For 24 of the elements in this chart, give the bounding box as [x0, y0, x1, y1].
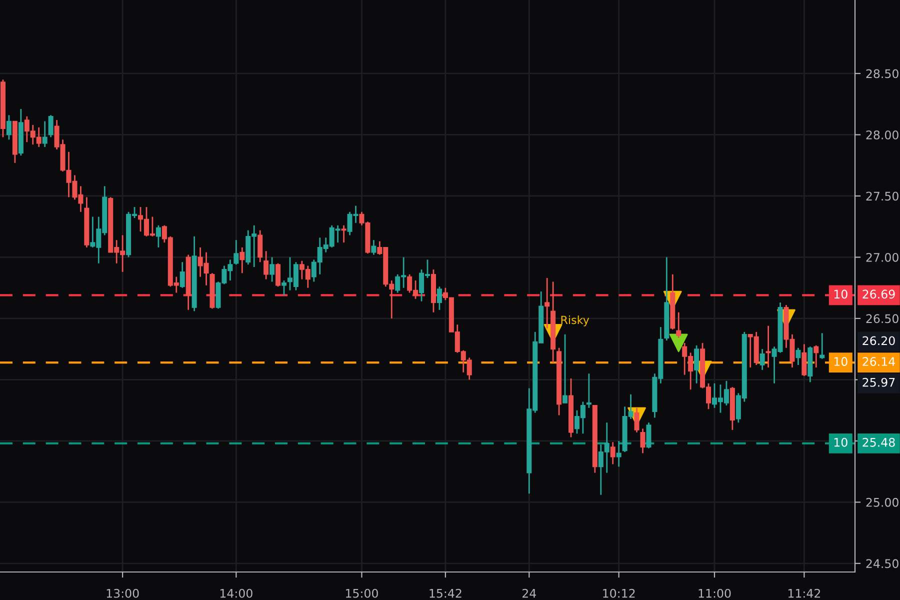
text: 26.20	[862, 336, 895, 346]
x-tick-label: 13:00	[106, 588, 139, 598]
ref-line-label: 26.14	[862, 357, 895, 366]
y-tick-label: 28.50	[866, 69, 898, 78]
annotation: 10	[834, 290, 848, 299]
ref-line-label: 26.69	[862, 290, 895, 299]
x-tick-label: 24	[522, 588, 536, 598]
text: 25.97	[862, 378, 895, 387]
annotation: 10	[834, 357, 848, 366]
ref-line-label: 25.48	[862, 438, 895, 447]
y-tick-label: 25.00	[866, 498, 898, 507]
x-tick-label: 15:42	[430, 588, 462, 598]
data-label: Risky	[561, 316, 590, 326]
y-tick-label: 26.50	[866, 314, 898, 324]
x-tick-label: 11:42	[788, 588, 820, 598]
x-tick-label: 14:00	[220, 588, 252, 598]
y-tick-label: 27.50	[866, 192, 898, 201]
annotation: 10	[834, 438, 848, 447]
x-tick-label: 10:12	[603, 588, 635, 598]
x-tick-label: 15:00	[346, 588, 378, 598]
y-tick-label: 24.50	[866, 559, 898, 568]
y-tick-label: 28.00	[866, 130, 898, 140]
y-tick-label: 27.00	[866, 252, 898, 262]
x-tick-label: 11:00	[698, 588, 731, 598]
